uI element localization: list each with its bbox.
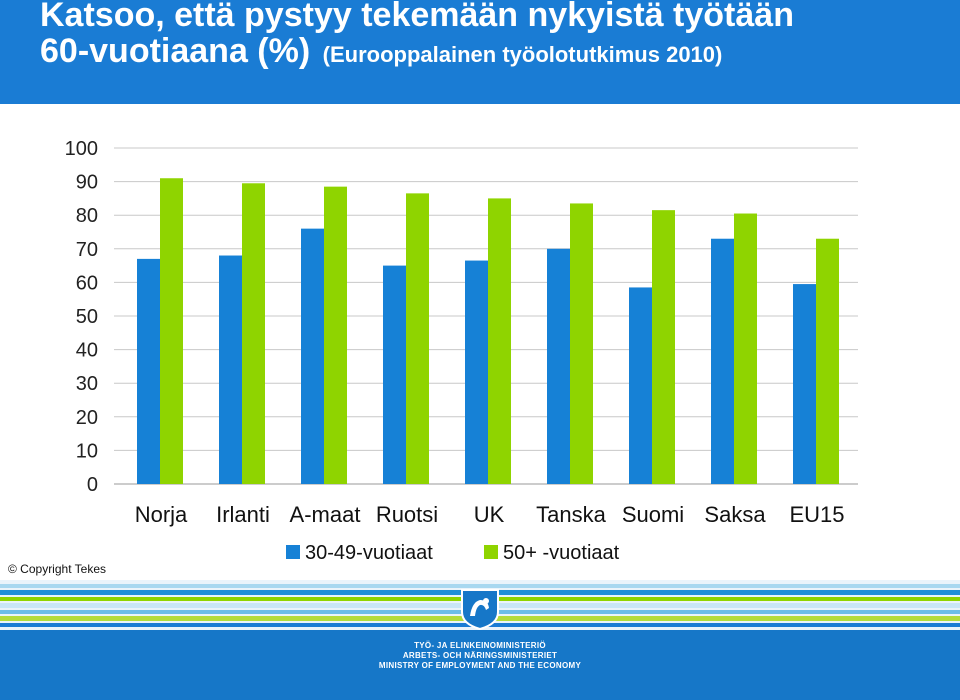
- finnish-lion-crest-icon: [461, 589, 499, 630]
- category-label: Irlanti: [216, 502, 270, 527]
- y-tick-label: 70: [76, 239, 98, 261]
- bar-series-2: [734, 213, 757, 484]
- bar-series-1: [383, 265, 406, 484]
- y-tick-label: 40: [76, 340, 98, 362]
- y-tick-label: 60: [76, 272, 98, 294]
- bar-series-1: [465, 260, 488, 484]
- bar-series-1: [137, 258, 160, 484]
- copyright-text: © Copyright Tekes: [8, 562, 106, 576]
- category-label: UK: [474, 502, 505, 527]
- legend-label: 30-49-vuotiaat: [305, 542, 433, 564]
- title-main: 60-vuotiaana (%): [40, 32, 311, 70]
- y-tick-label: 90: [76, 172, 98, 194]
- bars: [137, 178, 839, 485]
- ministry-name-fi: TYÖ- JA ELINKEINOMINISTERIÖ: [414, 641, 546, 650]
- bar-series-2: [160, 178, 183, 484]
- legend: 30-49-vuotiaat 50+ -vuotiaat: [286, 542, 620, 564]
- title-band: Katsoo, että pystyy tekemään nykyistä ty…: [0, 0, 960, 104]
- bar-series-2: [488, 198, 511, 484]
- bar-chart: 0 10 20 30 40 50 60 70 80 90 100 Norja Irlanti A-maa…: [65, 138, 858, 564]
- y-tick-label: 50: [76, 306, 98, 328]
- y-tick-label: 10: [76, 440, 98, 462]
- legend-label: 50+ -vuotiaat: [503, 542, 620, 564]
- y-tick-label: 80: [76, 205, 98, 227]
- y-tick-label: 0: [87, 474, 98, 496]
- bar-series-2: [324, 186, 347, 484]
- category-label: Tanska: [536, 502, 606, 527]
- bar-series-2: [406, 193, 429, 485]
- title-subtitle: (Eurooppalainen työolotutkimus 2010): [322, 42, 723, 67]
- y-tick-label: 100: [65, 138, 98, 160]
- page-title: Katsoo, että pystyy tekemään nykyistä ty…: [40, 0, 794, 34]
- bar-series-1: [629, 287, 652, 484]
- bar-series-2: [816, 238, 839, 484]
- category-label: A-maat: [290, 502, 361, 527]
- bar-series-2: [570, 203, 593, 484]
- category-label: EU15: [789, 502, 844, 527]
- category-label: Saksa: [704, 502, 766, 527]
- legend-swatch: [484, 545, 498, 559]
- bar-series-1: [219, 255, 242, 484]
- title-line2: 60-vuotiaana (%) (Eurooppalainen työolot…: [40, 32, 722, 71]
- bar-series-1: [547, 248, 570, 484]
- category-label: Suomi: [622, 502, 684, 527]
- y-tick-labels: 0 10 20 30 40 50 60 70 80 90 100: [65, 138, 98, 496]
- bar-series-1: [301, 228, 324, 484]
- y-tick-label: 30: [76, 373, 98, 395]
- bar-series-1: [711, 238, 734, 484]
- ministry-footer: TYÖ- JA ELINKEINOMINISTERIÖ ARBETS- OCH …: [0, 630, 960, 700]
- category-labels: Norja Irlanti A-maat Ruotsi UK Tanska Suomi Sak…: [135, 502, 845, 527]
- legend-swatch: [286, 545, 300, 559]
- category-label: Norja: [135, 502, 188, 527]
- bar-series-1: [793, 284, 816, 484]
- ministry-name-sv: ARBETS- OCH NÄRINGSMINISTERIET: [402, 651, 558, 660]
- category-label: Ruotsi: [376, 502, 438, 527]
- bar-series-2: [652, 210, 675, 484]
- bar-series-2: [242, 183, 265, 484]
- ministry-name-en: MINISTRY OF EMPLOYMENT AND THE ECONOMY: [378, 661, 582, 670]
- y-tick-label: 20: [76, 407, 98, 429]
